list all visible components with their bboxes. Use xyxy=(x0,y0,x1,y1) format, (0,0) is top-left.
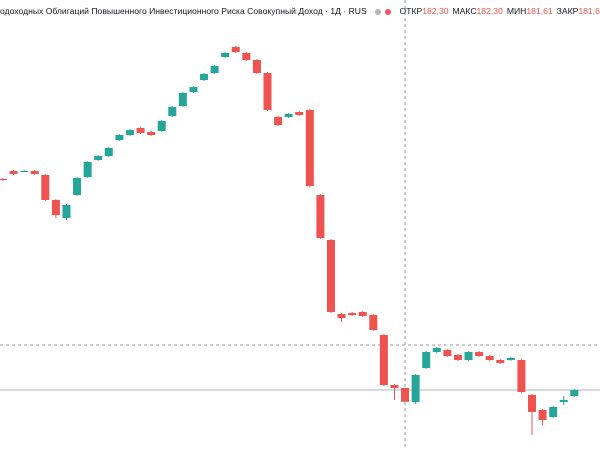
candle-body xyxy=(422,352,431,368)
candle-body xyxy=(20,171,29,172)
candle-body xyxy=(252,60,261,73)
ohlc-values: ОТКР182,30МАКС182,30МИН181,61ЗАКР181,61−… xyxy=(396,4,600,18)
candle-body xyxy=(189,87,198,92)
candle-body xyxy=(30,171,39,174)
candle-body xyxy=(9,171,18,174)
candle-body xyxy=(453,355,462,360)
candle-body xyxy=(337,314,346,318)
candle-body xyxy=(200,74,209,80)
ohlc-value: 182,30 xyxy=(422,6,449,16)
candle-body xyxy=(0,179,7,180)
candle-body xyxy=(517,360,526,392)
candle-body xyxy=(464,352,473,360)
candle-body xyxy=(115,135,124,140)
candle-body xyxy=(157,121,166,131)
ohlc-label: МИН xyxy=(506,6,527,16)
candle-body xyxy=(136,128,145,133)
legend-header: одоходных Облигаций Повышенного Инвестиц… xyxy=(0,4,600,18)
candle-body xyxy=(559,400,568,402)
ohlc-value: 181,61 xyxy=(526,6,553,16)
candle-body xyxy=(506,358,515,360)
candle-body xyxy=(210,66,219,73)
chart-title: одоходных Облигаций Повышенного Инвестиц… xyxy=(0,6,367,16)
candle-body xyxy=(496,360,505,363)
candle-body xyxy=(379,335,388,385)
candle-body xyxy=(51,200,60,215)
ohlc-label: МАКС xyxy=(452,6,477,16)
candle-body xyxy=(316,195,325,238)
candle-body xyxy=(231,47,240,52)
candle-body xyxy=(326,240,335,312)
candle-body xyxy=(570,390,579,396)
candle-body xyxy=(94,156,103,160)
candle-body xyxy=(41,175,50,200)
candle-body xyxy=(401,388,410,402)
candle-body xyxy=(178,93,187,106)
candle-body xyxy=(369,315,378,330)
candle-body xyxy=(528,395,536,412)
candle-body xyxy=(242,53,251,60)
candle-body xyxy=(147,132,156,135)
candle-body xyxy=(295,112,304,115)
icon[interactable] xyxy=(385,8,392,15)
candle-body xyxy=(432,348,441,352)
ohlc-value: 181,61 xyxy=(578,6,600,16)
candle-body xyxy=(168,107,177,116)
candle-body xyxy=(538,410,547,420)
icon[interactable] xyxy=(375,8,382,15)
candle-body xyxy=(390,385,399,388)
candle-body xyxy=(284,114,293,117)
candle-body xyxy=(263,73,272,110)
ohlc-label: ЗАКР xyxy=(556,6,579,16)
candle-body xyxy=(125,130,134,135)
candle-body xyxy=(411,375,420,402)
candle-body xyxy=(475,352,484,356)
candle-body xyxy=(221,53,230,57)
ohlc-label: ОТКР xyxy=(399,6,423,16)
candle-body xyxy=(73,178,82,195)
candle-body xyxy=(83,162,92,177)
candle-body xyxy=(305,110,314,186)
candle-body xyxy=(274,117,283,125)
candle-body xyxy=(443,350,452,356)
candle-body xyxy=(104,148,113,156)
candle-body xyxy=(485,356,494,360)
candle-body xyxy=(549,407,558,417)
candle-body xyxy=(62,205,71,218)
candle-body xyxy=(358,312,367,316)
ohlc-value: 182,30 xyxy=(476,6,503,16)
candle-body xyxy=(348,313,357,315)
